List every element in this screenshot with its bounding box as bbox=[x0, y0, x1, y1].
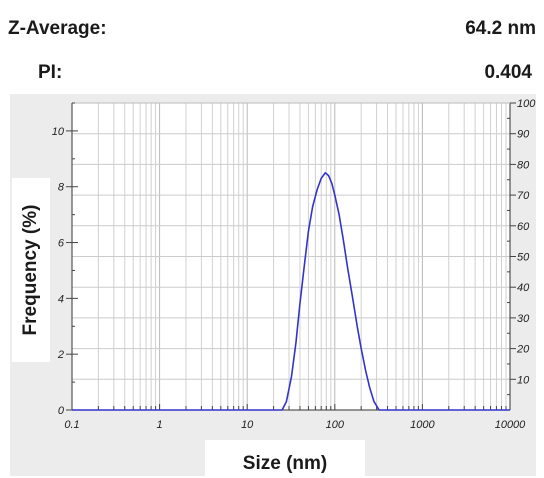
pi-label: PI: bbox=[38, 62, 63, 83]
y2-tick-label: 10 bbox=[517, 374, 530, 386]
y2-tick-label: 50 bbox=[517, 252, 530, 264]
y2-tick-label: 100 bbox=[517, 98, 536, 110]
x-axis-label: Size (nm) bbox=[242, 453, 328, 474]
y2-tick-label: 20 bbox=[516, 344, 530, 356]
y2-tick-label: 70 bbox=[517, 190, 530, 202]
y-tick-label: 4 bbox=[58, 293, 64, 305]
y-tick-label: 2 bbox=[57, 349, 64, 361]
y-axis-label: Frequency (%) bbox=[20, 204, 41, 336]
x-tick-label: 10000 bbox=[495, 419, 526, 431]
z-average-label: Z-Average: bbox=[8, 18, 107, 39]
x-tick-label: 10 bbox=[241, 419, 254, 431]
tick-labels: 0 2 4 6 8 10 10 20 30 40 50 60 70 80 90 100 0.1 1 10 100 100… bbox=[52, 98, 536, 431]
y2-tick-label: 40 bbox=[517, 282, 530, 294]
pi-value: 0.404 bbox=[484, 62, 532, 83]
y-tick-label: 0 bbox=[58, 405, 65, 417]
x-tick-label: 100 bbox=[326, 419, 345, 431]
frequency-line bbox=[72, 172, 510, 411]
y-axis-label-background bbox=[12, 178, 50, 362]
z-average-value: 64.2 nm bbox=[465, 18, 536, 39]
y-tick-label: 8 bbox=[58, 182, 65, 194]
x-axis-label-background bbox=[205, 440, 365, 478]
grid-lines bbox=[71, 102, 510, 410]
y2-tick-label: 90 bbox=[517, 129, 530, 141]
x-tick-label: 1 bbox=[157, 419, 163, 431]
data-series bbox=[72, 172, 510, 411]
y-tick-label: 6 bbox=[58, 238, 65, 250]
y2-tick-label: 80 bbox=[517, 159, 530, 171]
y-tick-label: 10 bbox=[52, 126, 65, 138]
y2-tick-label: 60 bbox=[517, 221, 530, 233]
y2-tick-label: 30 bbox=[517, 313, 530, 325]
x-tick-label: 1000 bbox=[410, 419, 435, 431]
x-tick-label: 0.1 bbox=[64, 419, 79, 431]
